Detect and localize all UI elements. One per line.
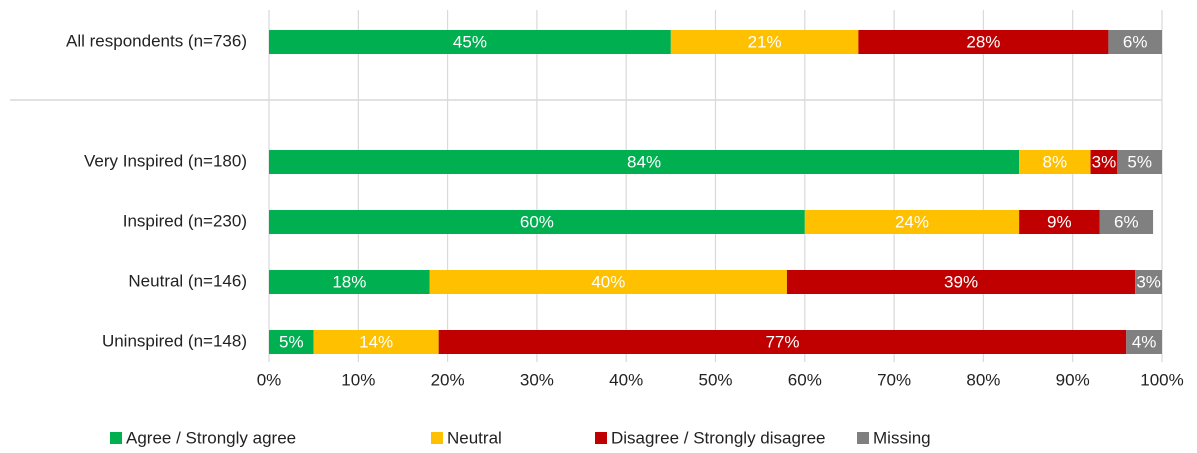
data-label: 21% <box>748 32 782 51</box>
bar-segment <box>786 270 1136 294</box>
data-label: 6% <box>1123 32 1148 51</box>
x-tick-label: 90% <box>1056 370 1090 389</box>
bar-segment <box>804 210 1020 234</box>
legend-label: Neutral <box>447 428 502 447</box>
data-label: 28% <box>966 32 1000 51</box>
data-label: 84% <box>627 152 661 171</box>
data-label: 18% <box>332 272 366 291</box>
bar-segment <box>1135 270 1162 294</box>
bar-segment <box>1117 150 1162 174</box>
x-tick-label: 10% <box>341 370 375 389</box>
bar-segment <box>429 270 787 294</box>
legend-label: Missing <box>873 428 931 447</box>
bar-segment <box>313 330 439 354</box>
bar-segment <box>858 30 1109 54</box>
bar-segment <box>1099 210 1154 234</box>
y-tick-label: Very Inspired (n=180) <box>84 151 247 170</box>
data-label: 8% <box>1043 152 1068 171</box>
legend-label: Agree / Strongly agree <box>126 428 296 447</box>
bar-segment <box>269 30 671 54</box>
x-tick-label: 20% <box>431 370 465 389</box>
bar-segment <box>269 330 314 354</box>
data-label: 9% <box>1047 212 1072 231</box>
bar-segment <box>438 330 1127 354</box>
data-label: 45% <box>453 32 487 51</box>
bar-segment <box>670 30 859 54</box>
x-tick-label: 70% <box>877 370 911 389</box>
data-label: 3% <box>1136 272 1161 291</box>
x-tick-label: 0% <box>257 370 282 389</box>
bar-segment <box>1108 30 1162 54</box>
y-tick-label: Inspired (n=230) <box>123 211 247 230</box>
bar-segment <box>269 150 1020 174</box>
x-tick-label: 40% <box>609 370 643 389</box>
bar-segment <box>1090 150 1118 174</box>
data-label: 39% <box>944 272 978 291</box>
data-label: 5% <box>279 332 304 351</box>
bar-segment <box>269 270 430 294</box>
y-tick-label: Neutral (n=146) <box>128 271 247 290</box>
bar-segment <box>1019 150 1091 174</box>
legend-swatch <box>110 432 122 444</box>
data-label: 77% <box>765 332 799 351</box>
y-tick-label: All respondents (n=736) <box>66 31 247 50</box>
bar-segment <box>1019 210 1100 234</box>
legend-label: Disagree / Strongly disagree <box>611 428 826 447</box>
x-tick-label: 80% <box>966 370 1000 389</box>
data-label: 3% <box>1092 152 1117 171</box>
data-label: 24% <box>895 212 929 231</box>
x-tick-label: 30% <box>520 370 554 389</box>
y-tick-label: Uninspired (n=148) <box>102 331 247 350</box>
x-tick-label: 50% <box>698 370 732 389</box>
bar-segment <box>269 210 805 234</box>
legend-swatch <box>431 432 443 444</box>
legend-swatch <box>857 432 869 444</box>
data-label: 40% <box>591 272 625 291</box>
x-tick-label: 100% <box>1140 370 1183 389</box>
bar-segment <box>1126 330 1162 354</box>
data-label: 6% <box>1114 212 1139 231</box>
data-label: 60% <box>520 212 554 231</box>
x-tick-label: 60% <box>788 370 822 389</box>
data-label: 14% <box>359 332 393 351</box>
legend-swatch <box>595 432 607 444</box>
data-label: 5% <box>1127 152 1152 171</box>
data-label: 4% <box>1132 332 1157 351</box>
